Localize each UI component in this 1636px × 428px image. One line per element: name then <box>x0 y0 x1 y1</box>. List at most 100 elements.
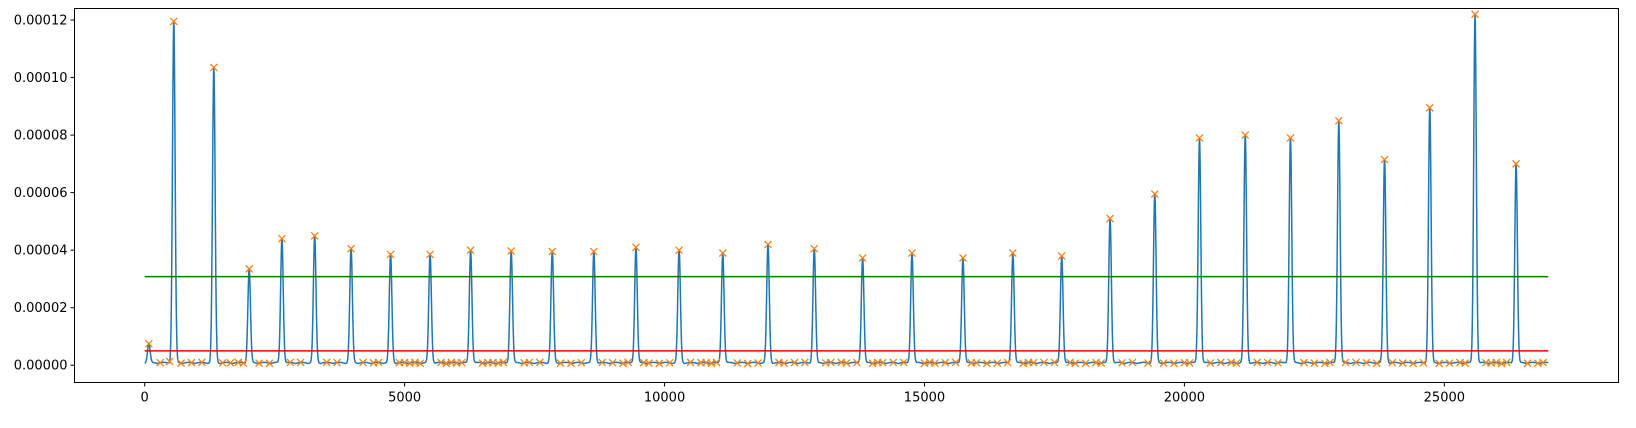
peak-marker <box>1334 116 1343 125</box>
baseline-marker <box>1539 358 1548 367</box>
baseline-marker <box>1326 358 1334 367</box>
peak-marker <box>347 244 356 253</box>
plot-frame <box>74 8 1619 383</box>
peak-marker <box>810 244 819 253</box>
peak-marker <box>1471 10 1479 19</box>
baseline-marker <box>686 358 695 367</box>
peak-marker <box>1512 159 1521 168</box>
peak-marker <box>1008 249 1017 257</box>
baseline-marker <box>1144 359 1152 367</box>
baseline-marker <box>1159 359 1168 368</box>
peak-marker <box>675 246 684 255</box>
baseline-marker <box>556 359 565 368</box>
baseline-marker <box>1461 359 1470 368</box>
y-tick-label: 0.00002 <box>14 301 68 316</box>
baseline-marker <box>1029 358 1038 367</box>
baseline-marker <box>1523 359 1532 368</box>
baseline-marker <box>598 358 607 367</box>
baseline-marker <box>286 358 295 367</box>
baseline-marker <box>852 358 861 367</box>
baseline-marker <box>577 358 586 367</box>
baseline-marker <box>1388 358 1397 367</box>
baseline-marker <box>1445 359 1454 367</box>
peak-marker <box>548 247 557 256</box>
peak-marker <box>507 247 516 255</box>
baseline-marker <box>1206 358 1215 367</box>
axes-layer: 0 5000 10000 15000 20000 25000 0.00000 0.00002 0… <box>14 14 1465 406</box>
y-tick-label: 0.00004 <box>14 244 68 259</box>
baseline-marker <box>416 359 425 368</box>
baseline-marker <box>218 358 227 367</box>
baseline-marker <box>624 358 633 367</box>
peak-marker <box>169 17 178 26</box>
y-tick-label: 0.00010 <box>14 71 68 86</box>
baseline-marker <box>665 358 674 367</box>
baseline-marker <box>359 358 367 367</box>
baseline-marker <box>1216 358 1225 367</box>
baseline-marker <box>1118 358 1126 367</box>
baseline-marker <box>1310 359 1319 368</box>
baseline-marker <box>1502 358 1511 367</box>
baseline-marker <box>1071 359 1080 368</box>
baseline-marker <box>930 359 939 368</box>
baseline-marker <box>941 358 950 367</box>
peak-marker <box>386 250 395 259</box>
baseline-marker <box>187 358 196 367</box>
x-tick-label: 25000 <box>1424 391 1465 406</box>
peak-marker <box>310 231 319 240</box>
baseline-marker <box>1409 359 1418 368</box>
peak-marker <box>466 246 475 255</box>
baseline-marker <box>899 358 908 367</box>
peak-marker <box>209 63 218 72</box>
baseline-marker <box>567 359 575 368</box>
baseline-marker <box>1232 359 1241 368</box>
baseline-marker <box>1352 358 1360 367</box>
peak-marker <box>631 243 640 252</box>
baseline-marker <box>1097 359 1106 367</box>
baseline-marker <box>1050 358 1059 367</box>
baseline-marker <box>1170 359 1178 368</box>
baseline-marker <box>644 359 653 367</box>
baseline-marker <box>608 358 617 367</box>
baseline-marker <box>239 359 248 367</box>
x-tick-label: 20000 <box>1164 391 1205 406</box>
baseline-marker <box>1003 358 1012 367</box>
baseline-marker <box>1274 358 1282 367</box>
plot-area <box>74 8 1619 383</box>
baseline-marker <box>754 358 763 367</box>
baseline-marker <box>1341 358 1350 367</box>
baseline-marker <box>1185 358 1194 367</box>
baseline-marker <box>226 358 235 367</box>
baseline-marker <box>889 358 898 367</box>
baseline-marker <box>156 358 165 367</box>
baseline-marker <box>1263 358 1272 367</box>
peak-marker <box>245 264 254 273</box>
baseline-marker <box>1300 358 1308 367</box>
x-tick-label: 0 <box>141 391 149 406</box>
baseline-marker <box>177 359 186 368</box>
baseline-marker <box>1398 359 1407 367</box>
baseline-marker <box>1128 358 1137 367</box>
baseline-marker <box>800 358 809 367</box>
baseline-marker <box>712 358 721 367</box>
peak-marker <box>958 253 967 262</box>
baseline-marker <box>197 358 206 367</box>
baseline-marker <box>535 358 544 367</box>
baseline-marker <box>780 359 789 368</box>
baseline-marker <box>265 359 274 368</box>
baseline-marker <box>982 359 991 368</box>
baseline-marker <box>972 358 981 367</box>
peak-marker <box>144 339 153 348</box>
peak-marker <box>426 250 435 259</box>
y-tick-label: 0.00012 <box>14 14 68 29</box>
baseline-marker <box>1040 358 1049 367</box>
peak-marker <box>277 234 286 243</box>
baseline-marker <box>374 358 383 367</box>
peak-marker <box>718 249 727 257</box>
series-layer <box>144 10 1549 368</box>
baseline-marker <box>165 357 174 366</box>
y-tick-label: 0.00000 <box>14 359 68 374</box>
baseline-marker <box>333 358 341 367</box>
baseline-marker <box>1419 358 1428 367</box>
